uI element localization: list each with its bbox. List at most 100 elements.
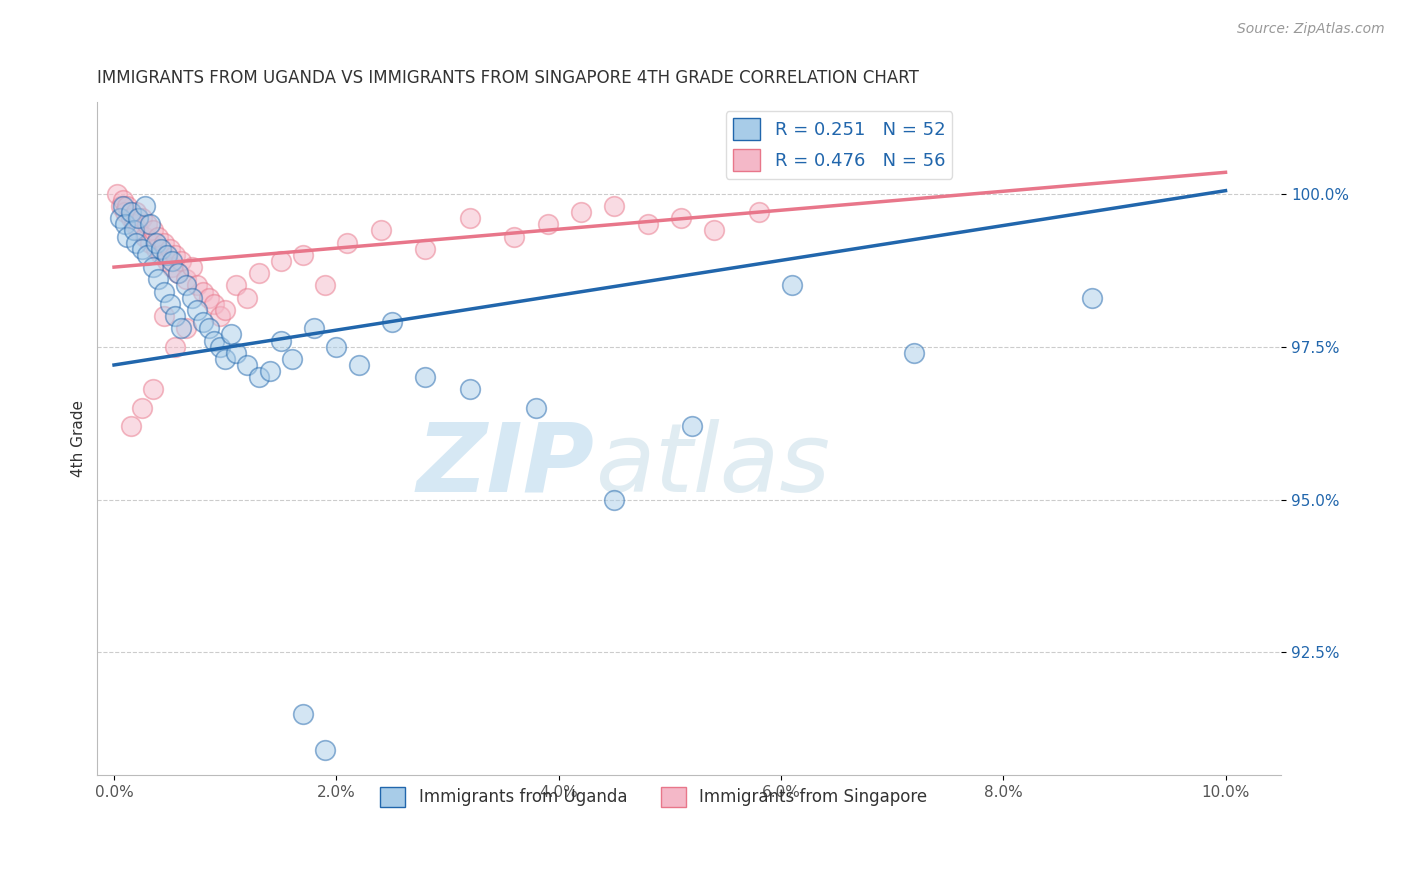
Point — [131, 211, 153, 226]
Point — [247, 370, 270, 384]
Point — [134, 199, 156, 213]
Point — [281, 351, 304, 366]
Point — [131, 242, 153, 256]
Point — [117, 199, 139, 213]
Point — [186, 302, 208, 317]
Point — [202, 334, 225, 348]
Point — [127, 223, 149, 237]
Point — [156, 248, 179, 262]
Point — [120, 419, 142, 434]
Point — [180, 291, 202, 305]
Point — [381, 315, 404, 329]
Point — [208, 340, 231, 354]
Point — [413, 370, 436, 384]
Point — [125, 205, 148, 219]
Point — [165, 309, 187, 323]
Text: ZIP: ZIP — [416, 419, 595, 512]
Point — [110, 199, 132, 213]
Point — [142, 383, 165, 397]
Point — [413, 242, 436, 256]
Point — [703, 223, 725, 237]
Point — [603, 492, 626, 507]
Point — [458, 211, 481, 226]
Point — [180, 260, 202, 274]
Point — [569, 205, 592, 219]
Point — [214, 302, 236, 317]
Point — [186, 278, 208, 293]
Point — [149, 242, 172, 256]
Point — [167, 266, 190, 280]
Point — [165, 248, 187, 262]
Point — [160, 260, 183, 274]
Point — [208, 309, 231, 323]
Point — [669, 211, 692, 226]
Point — [174, 278, 197, 293]
Point — [134, 229, 156, 244]
Point — [153, 235, 176, 250]
Point — [145, 235, 167, 250]
Point — [202, 297, 225, 311]
Point — [347, 358, 370, 372]
Point — [314, 743, 336, 757]
Point — [270, 254, 292, 268]
Point — [136, 217, 159, 231]
Point — [122, 217, 145, 231]
Point — [291, 248, 314, 262]
Point — [503, 229, 526, 244]
Point — [458, 383, 481, 397]
Point — [111, 199, 134, 213]
Point — [314, 278, 336, 293]
Point — [145, 242, 167, 256]
Point — [174, 272, 197, 286]
Point — [197, 321, 219, 335]
Point — [148, 229, 170, 244]
Point — [259, 364, 281, 378]
Point — [637, 217, 659, 231]
Point — [780, 278, 803, 293]
Point — [156, 254, 179, 268]
Point — [153, 285, 176, 299]
Point — [114, 205, 136, 219]
Point — [219, 327, 242, 342]
Point — [191, 315, 214, 329]
Point — [247, 266, 270, 280]
Point — [159, 242, 181, 256]
Point — [748, 205, 770, 219]
Point — [526, 401, 548, 415]
Point — [120, 211, 142, 226]
Point — [114, 217, 136, 231]
Point — [149, 248, 172, 262]
Point — [325, 340, 347, 354]
Point — [603, 199, 626, 213]
Point — [170, 321, 193, 335]
Text: IMMIGRANTS FROM UGANDA VS IMMIGRANTS FROM SINGAPORE 4TH GRADE CORRELATION CHART: IMMIGRANTS FROM UGANDA VS IMMIGRANTS FRO… — [97, 69, 920, 87]
Point — [270, 334, 292, 348]
Legend: Immigrants from Uganda, Immigrants from Singapore: Immigrants from Uganda, Immigrants from … — [374, 780, 934, 814]
Point — [111, 193, 134, 207]
Text: atlas: atlas — [595, 419, 830, 512]
Point — [214, 351, 236, 366]
Point — [142, 260, 165, 274]
Point — [138, 217, 160, 231]
Point — [160, 254, 183, 268]
Point — [1081, 291, 1104, 305]
Point — [136, 248, 159, 262]
Point — [138, 235, 160, 250]
Point — [197, 291, 219, 305]
Y-axis label: 4th Grade: 4th Grade — [72, 400, 86, 477]
Point — [191, 285, 214, 299]
Point — [120, 205, 142, 219]
Point — [681, 419, 703, 434]
Point — [108, 211, 131, 226]
Point — [142, 223, 165, 237]
Point — [122, 223, 145, 237]
Point — [105, 186, 128, 201]
Point — [370, 223, 392, 237]
Point — [148, 272, 170, 286]
Text: Source: ZipAtlas.com: Source: ZipAtlas.com — [1237, 22, 1385, 37]
Point — [536, 217, 558, 231]
Point — [165, 340, 187, 354]
Point — [236, 291, 259, 305]
Point — [170, 254, 193, 268]
Point — [159, 297, 181, 311]
